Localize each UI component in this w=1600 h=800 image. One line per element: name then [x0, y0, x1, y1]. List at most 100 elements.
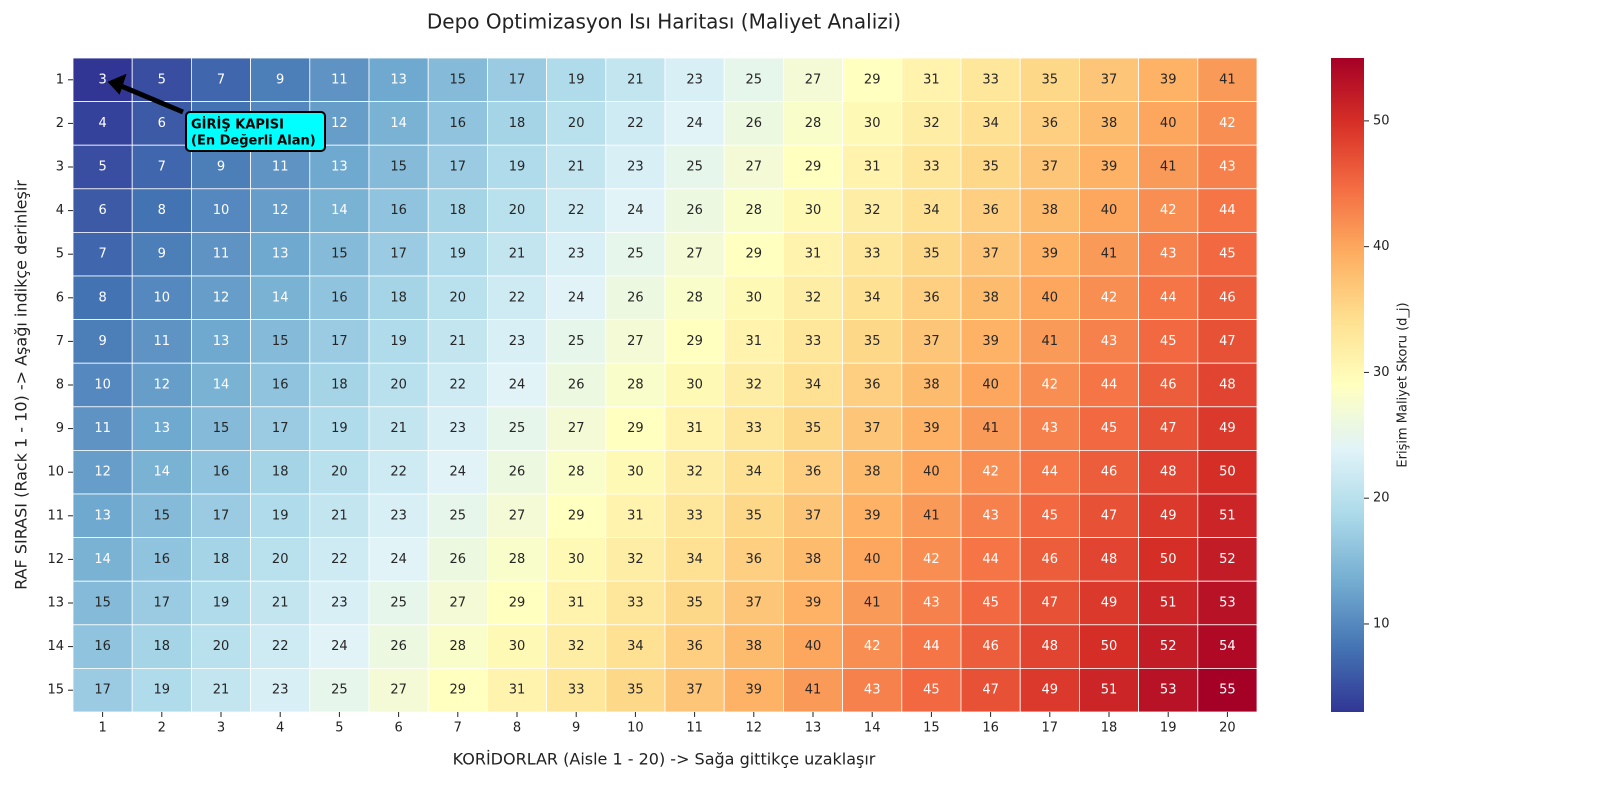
cell-label: 49 — [1160, 508, 1177, 523]
cell-label: 25 — [509, 421, 526, 436]
cell-label: 11 — [272, 160, 289, 175]
y-tick-label: 13 — [47, 596, 64, 611]
heatmap-cell — [723, 231, 784, 277]
cell-label: 44 — [1042, 465, 1059, 480]
heatmap-cell — [783, 101, 844, 146]
heatmap-cell — [1079, 624, 1140, 669]
cell-label: 43 — [923, 596, 940, 611]
heatmap-cell — [605, 362, 666, 408]
cell-label: 20 — [450, 290, 467, 305]
cell-label: 23 — [390, 508, 407, 523]
cell-label: 39 — [805, 596, 822, 611]
cell-label: 36 — [982, 203, 999, 218]
cell-label: 38 — [805, 552, 822, 567]
cell-label: 22 — [450, 378, 467, 393]
x-tick-label: 17 — [1042, 721, 1059, 736]
heatmap-cell — [546, 624, 607, 669]
cell-label: 33 — [568, 683, 585, 698]
heatmap-cell — [190, 188, 251, 233]
heatmap-cell — [368, 188, 429, 233]
cell-label: 11 — [94, 421, 111, 436]
cell-label: 23 — [450, 421, 467, 436]
heatmap-cell — [1138, 668, 1199, 713]
heatmap-cell — [901, 406, 962, 451]
cell-label: 32 — [627, 552, 644, 567]
cell-label: 20 — [568, 116, 585, 131]
cell-label: 9 — [217, 160, 225, 175]
cell-label: 49 — [1042, 683, 1059, 698]
heatmap-cell — [131, 537, 192, 582]
heatmap-cell — [250, 362, 311, 408]
cell-label: 29 — [746, 247, 763, 262]
x-tick-label: 2 — [158, 721, 166, 736]
heatmap-cell — [190, 362, 251, 408]
cell-label: 19 — [331, 421, 348, 436]
heatmap-cell — [1197, 144, 1258, 190]
cell-label: 21 — [568, 160, 585, 175]
cell-label: 24 — [686, 116, 703, 131]
cell-label: 34 — [746, 465, 763, 480]
heatmap-cell — [783, 144, 844, 190]
cell-label: 28 — [450, 639, 467, 654]
annotation-box — [185, 111, 326, 152]
cell-label: 40 — [805, 639, 822, 654]
cell-label: 18 — [213, 552, 230, 567]
cell-label: 23 — [627, 160, 644, 175]
heatmap-cell — [605, 493, 666, 538]
cell-label: 19 — [509, 160, 526, 175]
heatmap-cell — [72, 493, 133, 538]
cell-label: 39 — [1160, 72, 1177, 87]
cell-label: 21 — [627, 72, 644, 87]
heatmap-cell — [486, 580, 547, 626]
heatmap-cell — [546, 493, 607, 538]
cell-label: 30 — [509, 639, 526, 654]
cell-label: 9 — [276, 72, 284, 87]
colorbar-tick-label: 30 — [1373, 365, 1390, 380]
heatmap-cell — [368, 57, 429, 102]
cell-label: 29 — [805, 160, 822, 175]
cell-label: 13 — [331, 160, 348, 175]
heatmap-cell — [1019, 449, 1080, 495]
heatmap-cell — [131, 144, 192, 190]
cell-label: 33 — [746, 421, 763, 436]
chart-title: Depo Optimizasyon Isı Haritası (Maliyet … — [427, 10, 901, 34]
heatmap-cell — [901, 668, 962, 713]
heatmap-cell — [664, 449, 725, 495]
cell-label: 39 — [1042, 247, 1059, 262]
cell-label: 26 — [568, 378, 585, 393]
y-tick-label: 8 — [56, 378, 64, 393]
cell-label: 30 — [864, 116, 881, 131]
heatmap-cell — [783, 275, 844, 320]
cell-label: 38 — [1042, 203, 1059, 218]
heatmap-cell — [1138, 188, 1199, 233]
cell-label: 33 — [982, 72, 999, 87]
cell-label: 15 — [272, 334, 289, 349]
heatmap-cell — [605, 319, 666, 364]
cell-label: 32 — [746, 378, 763, 393]
cell-label: 20 — [390, 378, 407, 393]
heatmap-cell — [723, 493, 784, 538]
cell-label: 33 — [805, 334, 822, 349]
cell-label: 19 — [213, 596, 230, 611]
cell-label: 28 — [568, 465, 585, 480]
colorbar-tick-label: 10 — [1373, 616, 1390, 631]
cell-label: 51 — [1160, 596, 1177, 611]
heatmap-cell — [131, 580, 192, 626]
cell-label: 26 — [686, 203, 703, 218]
x-tick-label: 20 — [1219, 721, 1236, 736]
cell-label: 24 — [568, 290, 585, 305]
cell-label: 43 — [1101, 334, 1118, 349]
heatmap-cell — [1197, 101, 1258, 146]
heatmap-cell — [1079, 275, 1140, 320]
cell-label: 48 — [1101, 552, 1118, 567]
heatmap-cell — [1019, 57, 1080, 102]
heatmap-cell — [131, 275, 192, 320]
cell-label: 48 — [1042, 639, 1059, 654]
heatmap-cell — [368, 231, 429, 277]
heatmap-cell — [309, 449, 370, 495]
cell-label: 7 — [98, 247, 106, 262]
cell-label: 28 — [805, 116, 822, 131]
cell-label: 36 — [746, 552, 763, 567]
heatmap-cell — [1079, 101, 1140, 146]
